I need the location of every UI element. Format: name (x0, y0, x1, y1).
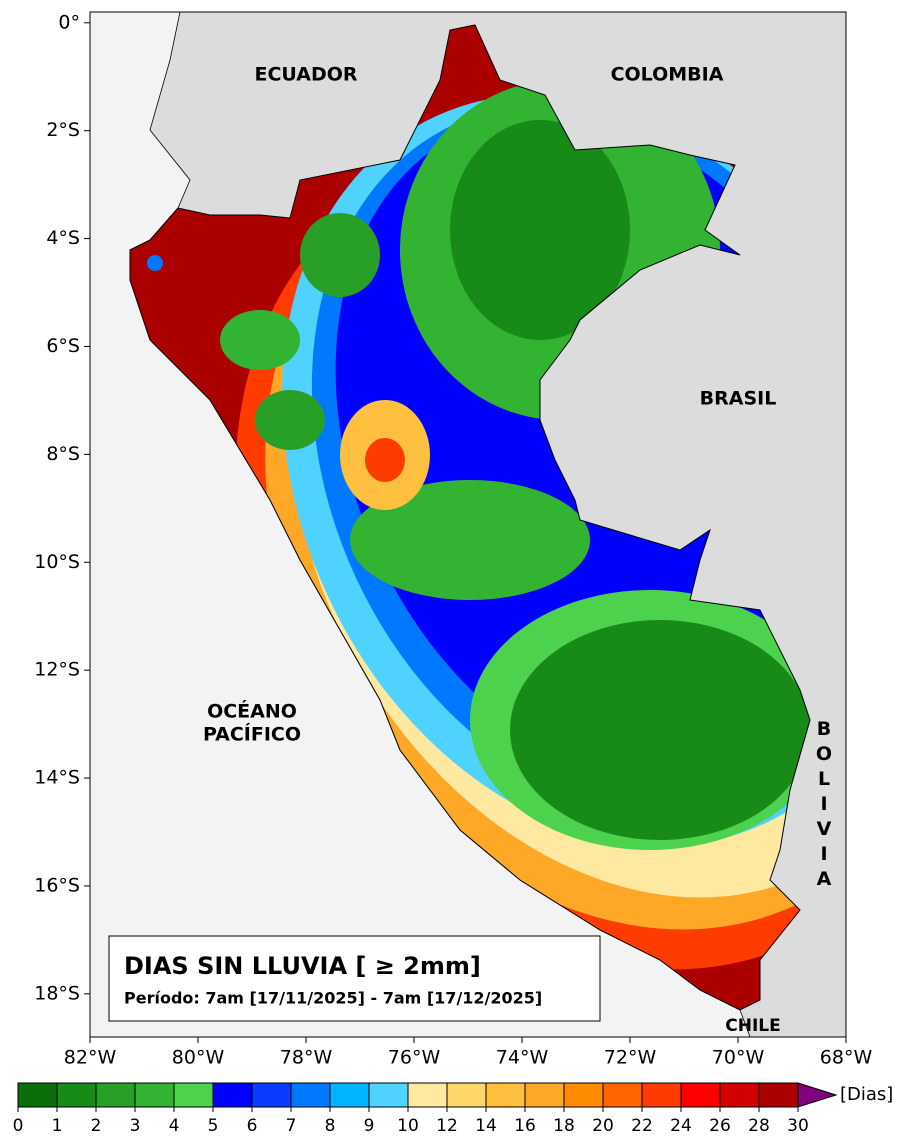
colorbar-segment (486, 1083, 525, 1107)
colorbar-tick-label: 4 (169, 1116, 180, 1136)
colorbar-segment (57, 1083, 96, 1107)
y-tick-label: 0° (58, 11, 80, 33)
colorbar: 0 1 2 3 4 5 6 7 8 9 10 12 14 16 18 20 22 24 26 28 30[Dias] (13, 1082, 893, 1136)
y-tick-label: 8°S (46, 443, 80, 465)
country-label: BRASIL (700, 388, 777, 410)
colorbar-tick-label: 16 (514, 1116, 536, 1136)
y-tick-label: 12°S (34, 659, 80, 681)
colorbar-segment (408, 1083, 447, 1107)
ocean-label: PACÍFICO (203, 723, 301, 746)
colorbar-tick-label: 28 (748, 1116, 770, 1136)
y-tick-label: 18°S (34, 982, 80, 1004)
colorbar-tick-label: 6 (247, 1116, 258, 1136)
colorbar-segment (603, 1083, 642, 1107)
title-box (108, 935, 601, 1022)
colorbar-segment (18, 1083, 57, 1107)
country-label: BOLIVIA (813, 718, 835, 893)
colorbar-tick-label: 12 (436, 1116, 458, 1136)
colorbar-tick-label: 1 (52, 1116, 63, 1136)
y-tick-label: 14°S (34, 767, 80, 789)
axes: 82°W 80°W 78°W 76°W 74°W 72°W 70°W 68°W 0° 2°S 4°S… (34, 11, 872, 1068)
colorbar-tick-label: 20 (592, 1116, 614, 1136)
colorbar-segment (759, 1083, 798, 1107)
colorbar-segment (720, 1083, 759, 1107)
colorbar-segment (369, 1083, 408, 1107)
colorbar-tick-label: 2 (91, 1116, 102, 1136)
y-tick-label: 6°S (46, 335, 80, 357)
colorbar-segment (135, 1083, 174, 1107)
map-title: DIAS SIN LLUVIA [ ≥ 2mm] (124, 952, 481, 980)
colorbar-tick-label: 22 (631, 1116, 653, 1136)
colorbar-tick-label: 3 (130, 1116, 141, 1136)
country-label: ECUADOR (254, 64, 357, 86)
map-area (90, 12, 846, 1037)
colorbar-tick-label: 0 (13, 1116, 24, 1136)
colorbar-tick-label: 14 (475, 1116, 497, 1136)
y-tick-label: 2°S (46, 119, 80, 141)
x-tick-label: 80°W (172, 1047, 225, 1069)
colorbar-tick-label: 8 (325, 1116, 336, 1136)
colorbar-extension (797, 1082, 838, 1108)
colorbar-segment (174, 1083, 213, 1107)
colorbar-tick-label: 30 (787, 1116, 809, 1136)
period: Período: 7am [17/11/2025] - 7am [17/12/2… (124, 989, 542, 1008)
colorbar-segment (96, 1083, 135, 1107)
colorbar-segment (213, 1083, 252, 1107)
colorbar-segment (291, 1083, 330, 1107)
x-tick-label: 76°W (388, 1047, 441, 1069)
map-frame (89, 11, 847, 1038)
country-label: COLOMBIA (611, 64, 724, 86)
ocean-label: OCÉANO (207, 700, 297, 723)
x-tick-label: 72°W (604, 1047, 657, 1069)
colorbar-segment (564, 1083, 603, 1107)
x-tick-label: 70°W (712, 1047, 765, 1069)
colorbar-segment (252, 1083, 291, 1107)
colorbar-tick-label: 18 (553, 1116, 575, 1136)
country-label: CHILE (725, 1016, 780, 1036)
colorbar-tick-label: 5 (208, 1116, 219, 1136)
colorbar-segment (681, 1083, 720, 1107)
peru-border (129, 24, 811, 1011)
y-tick-label: 16°S (34, 874, 80, 896)
x-tick-label: 82°W (64, 1047, 117, 1069)
colorbar-segment (642, 1083, 681, 1107)
colorbar-tick-label: 24 (670, 1116, 692, 1136)
colorbar-unit: [Dias] (840, 1084, 893, 1105)
colorbar-segment (447, 1083, 486, 1107)
x-tick-label: 78°W (280, 1047, 333, 1069)
colorbar-tick-label: 7 (286, 1116, 297, 1136)
y-tick-label: 10°S (34, 551, 80, 573)
x-tick-label: 74°W (496, 1047, 549, 1069)
colorbar-tick-label: 9 (364, 1116, 375, 1136)
colorbar-tick-label: 26 (709, 1116, 731, 1136)
colorbar-segment (330, 1083, 369, 1107)
colorbar-segment (525, 1083, 564, 1107)
colorbar-tick-label: 10 (397, 1116, 419, 1136)
y-tick-label: 4°S (46, 227, 80, 249)
x-tick-label: 68°W (820, 1047, 873, 1069)
